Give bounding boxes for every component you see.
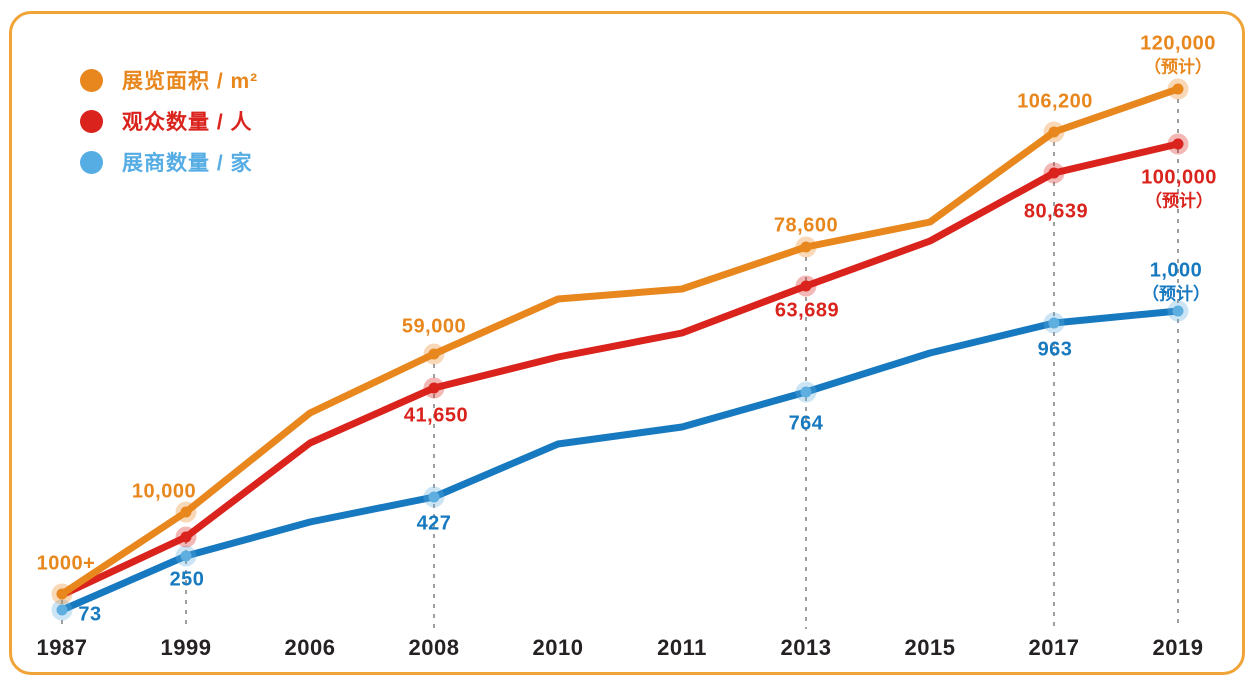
value-label-visitors-2008: 41,650 bbox=[403, 404, 469, 427]
value-label-area-2008: 59,000 bbox=[401, 315, 467, 338]
legend: 展览面积 / m² 观众数量 / 人 展商数量 / 家 bbox=[80, 66, 258, 176]
forecast-label-visitors-2019: （预计） bbox=[1145, 191, 1213, 211]
value-label-exhibitors-2017: 963 bbox=[1037, 338, 1073, 361]
marker-visitors-2017 bbox=[1048, 167, 1060, 179]
value-label-area-2017: 106,200 bbox=[1017, 90, 1093, 113]
x-tick-2010: 2010 bbox=[532, 635, 584, 660]
legend-item-label: 展览面积 / m² bbox=[122, 70, 259, 93]
value-label-area-2013: 78,600 bbox=[773, 214, 839, 237]
marker-exhibitors-2013 bbox=[800, 386, 812, 398]
marker-area-2008 bbox=[428, 348, 440, 360]
marker-area-1987 bbox=[56, 588, 68, 600]
visitors-series-dot-icon bbox=[80, 109, 103, 133]
marker-visitors-2019 bbox=[1172, 138, 1184, 150]
legend-item-visitors: 观众数量 / 人 bbox=[80, 107, 258, 135]
x-tick-1987: 1987 bbox=[36, 635, 88, 660]
x-tick-2013: 2013 bbox=[780, 635, 832, 660]
legend-item-area: 展览面积 / m² bbox=[80, 66, 258, 94]
marker-area-2017 bbox=[1048, 126, 1060, 138]
forecast-label-exhibitors-2019: （预计） bbox=[1142, 284, 1210, 304]
value-label-area-1987: 1000+ bbox=[36, 552, 96, 575]
x-tick-2019: 2019 bbox=[1152, 635, 1204, 660]
value-label-visitors-2019: 100,000 bbox=[1141, 166, 1217, 189]
area-series-dot-icon bbox=[80, 68, 103, 92]
marker-visitors-2008 bbox=[428, 382, 440, 394]
marker-exhibitors-1987 bbox=[56, 604, 68, 616]
value-label-area-2019: 120,000 bbox=[1140, 32, 1216, 55]
value-label-visitors-2017: 80,639 bbox=[1023, 200, 1089, 223]
value-label-exhibitors-2013: 764 bbox=[788, 412, 824, 435]
x-tick-2008: 2008 bbox=[408, 635, 460, 660]
value-label-exhibitors-2008: 427 bbox=[416, 512, 452, 535]
value-label-exhibitors-1999: 250 bbox=[169, 568, 205, 591]
legend-item-label: 观众数量 / 人 bbox=[122, 111, 253, 134]
exhibitors-series-dot-icon bbox=[80, 150, 103, 174]
marker-exhibitors-2008 bbox=[428, 491, 440, 503]
value-label-area-1999: 10,000 bbox=[131, 480, 197, 503]
x-tick-1999: 1999 bbox=[160, 635, 212, 660]
line-visitors bbox=[58, 140, 1182, 599]
marker-area-2013 bbox=[800, 241, 812, 253]
forecast-label-area-2019: （预计） bbox=[1144, 57, 1212, 77]
marker-exhibitors-2017 bbox=[1048, 317, 1060, 329]
x-tick-2017: 2017 bbox=[1028, 635, 1080, 660]
marker-visitors-1999 bbox=[180, 531, 192, 543]
marker-area-2019 bbox=[1172, 83, 1184, 95]
line-exhibitors bbox=[58, 307, 1182, 614]
value-label-exhibitors-1987: 73 bbox=[78, 603, 102, 626]
marker-exhibitors-1999 bbox=[180, 550, 192, 562]
legend-item-exhibitors: 展商数量 / 家 bbox=[80, 148, 258, 176]
x-tick-2011: 2011 bbox=[657, 635, 707, 660]
value-label-exhibitors-2019: 1,000 bbox=[1149, 259, 1203, 282]
legend-item-label: 展商数量 / 家 bbox=[122, 152, 253, 175]
marker-visitors-2013 bbox=[800, 280, 812, 292]
marker-area-1999 bbox=[180, 506, 192, 518]
x-tick-2015: 2015 bbox=[904, 635, 956, 660]
line-area bbox=[58, 85, 1182, 598]
marker-exhibitors-2019 bbox=[1172, 305, 1184, 317]
value-label-visitors-2013: 63,689 bbox=[774, 299, 840, 322]
x-tick-2006: 2006 bbox=[284, 635, 336, 660]
